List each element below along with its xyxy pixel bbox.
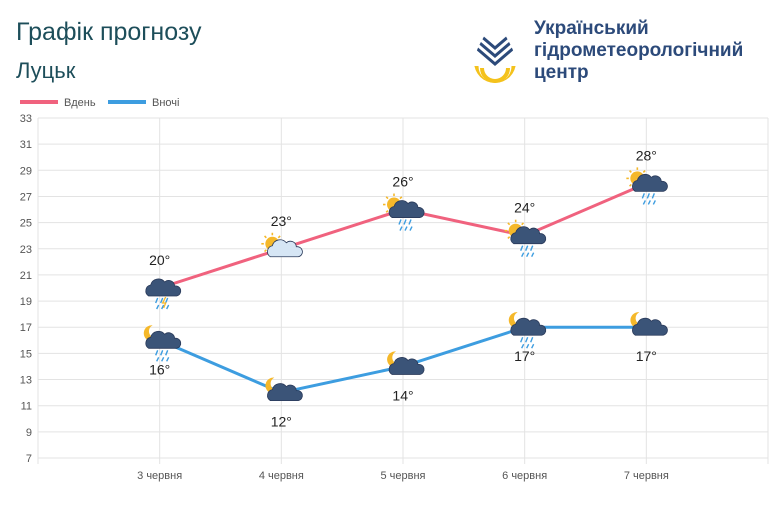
day-value-label: 23° [271, 213, 292, 229]
y-tick-label: 23 [20, 244, 32, 256]
y-tick-label: 13 [20, 375, 32, 387]
y-tick-label: 19 [20, 296, 32, 308]
org-line-1: Український [534, 18, 649, 39]
moon-cloud-icon [630, 312, 668, 336]
night-value-label: 17° [636, 348, 657, 364]
org-line-2: гідрометеорологічний [534, 40, 744, 61]
city-name: Луцьк [16, 58, 76, 83]
y-tick-label: 27 [20, 191, 32, 203]
org-line-3: центр [534, 62, 589, 83]
y-tick-label: 29 [20, 165, 32, 177]
night-value-label: 12° [271, 414, 292, 430]
y-tick-label: 7 [26, 453, 32, 465]
y-tick-label: 11 [21, 401, 32, 413]
y-tick-label: 17 [20, 322, 32, 334]
moon-cloud-icon [265, 377, 303, 402]
thunderstorm-rain-icon [145, 278, 182, 310]
y-tick-label: 31 [20, 139, 32, 151]
y-tick-label: 21 [20, 270, 32, 282]
y-tick-label: 15 [20, 348, 32, 360]
night-value-label: 17° [514, 348, 535, 364]
day-value-label: 26° [392, 174, 413, 190]
moon-cloud-icon [387, 351, 425, 375]
sun-cloud-rain-icon [626, 167, 668, 205]
y-tick-label: 9 [26, 427, 32, 439]
legend-label: Вночі [152, 97, 179, 109]
x-tick-label: 7 червня [624, 470, 669, 482]
day-value-label: 20° [149, 252, 170, 268]
night-value-label: 14° [392, 387, 413, 403]
sun-cloud-rain-icon [383, 193, 425, 231]
moon-cloud-rain-icon [508, 312, 547, 349]
page-title: Графік прогнозу [16, 18, 202, 46]
legend-label: Вдень [64, 97, 96, 109]
x-tick-label: 3 червня [137, 470, 182, 482]
y-tick-label: 33 [20, 113, 32, 125]
y-tick-label: 25 [20, 218, 32, 230]
x-tick-label: 5 червня [380, 470, 425, 482]
night-value-label: 16° [149, 361, 170, 377]
org-name: Український гідрометеорологічний центр [534, 18, 743, 84]
x-tick-label: 6 червня [502, 470, 547, 482]
day-value-label: 24° [514, 200, 535, 216]
sun-cloud-icon [261, 232, 303, 258]
x-tick-label: 4 червня [259, 470, 304, 482]
moon-cloud-rain-icon [143, 325, 182, 362]
sun-cloud-rain-icon [504, 219, 547, 258]
day-value-label: 28° [636, 147, 657, 163]
hydromet-logo-icon [474, 20, 516, 83]
